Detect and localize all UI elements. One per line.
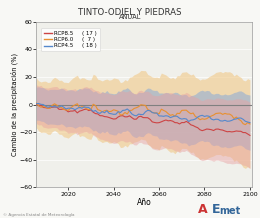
X-axis label: Año: Año xyxy=(137,198,152,207)
Legend: RCP8.5     ( 17 ), RCP6.0     (  7 ), RCP4.5     ( 18 ): RCP8.5 ( 17 ), RCP6.0 ( 7 ), RCP4.5 ( 18… xyxy=(41,28,100,51)
Text: E: E xyxy=(212,203,220,216)
Y-axis label: Cambio de la precipitación (%): Cambio de la precipitación (%) xyxy=(10,53,18,156)
Text: ANUAL: ANUAL xyxy=(119,14,141,20)
Text: TINTO-ODIEL Y PIEDRAS: TINTO-ODIEL Y PIEDRAS xyxy=(78,8,182,17)
Text: met: met xyxy=(220,206,241,216)
Text: A: A xyxy=(198,203,207,216)
Text: © Agencia Estatal de Meteorología: © Agencia Estatal de Meteorología xyxy=(3,213,74,217)
